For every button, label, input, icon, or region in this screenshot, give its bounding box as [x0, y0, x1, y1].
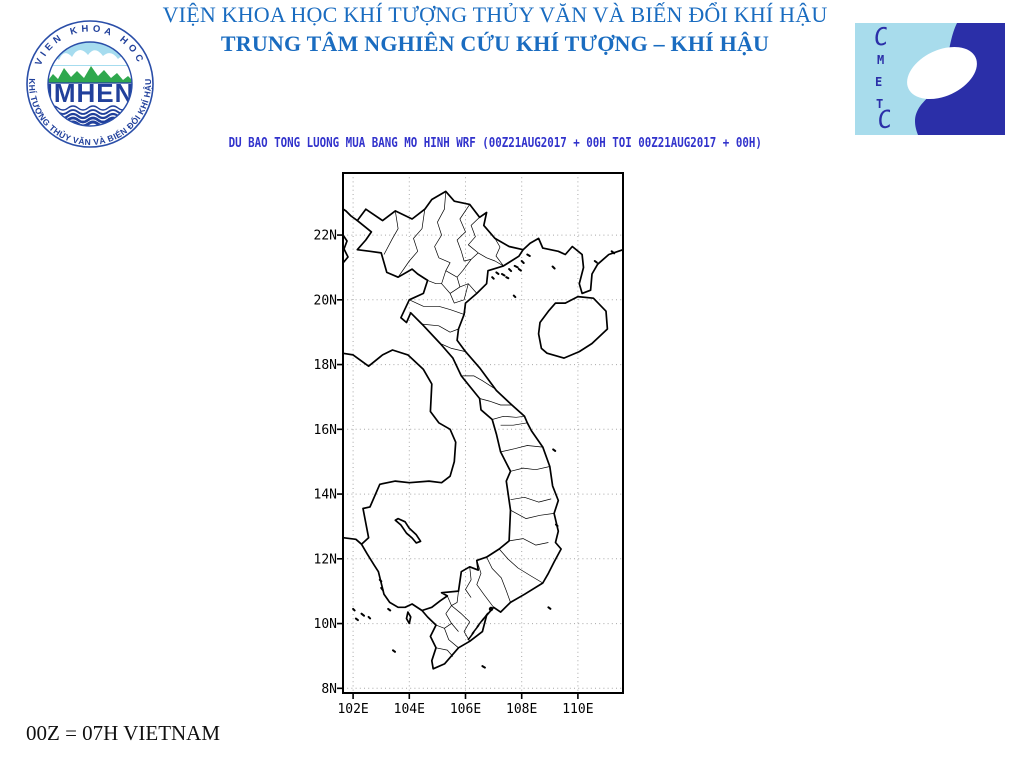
y-tick-label: 22N: [314, 229, 337, 244]
metc-swirl: [907, 46, 977, 100]
phu-quoc-island: [405, 611, 412, 625]
x-tick-label: 108E: [506, 702, 537, 717]
metc-letter-c-top: C: [872, 23, 891, 52]
province-borders-north: [383, 191, 504, 352]
y-axis-labels: 22N 20N 18N 16N 14N 12N 10N 8N: [314, 229, 337, 697]
china-coastline: [522, 237, 623, 295]
imhen-acronym: IMHEN: [46, 78, 135, 108]
metc-letter-e: E: [875, 75, 882, 89]
y-tick-label: 16N: [314, 423, 337, 438]
metc-letter-t: T: [876, 97, 883, 111]
province-borders-south: [435, 548, 543, 657]
thailand-cambodia-coast: [343, 536, 423, 612]
vietnam-map-plot: 22N 20N 18N 16N 14N 12N 10N 8N 102E 104E…: [314, 172, 624, 717]
mekong-estuaries: [467, 612, 489, 641]
x-tick-label: 106E: [450, 702, 481, 717]
y-tick-label: 12N: [314, 552, 337, 567]
y-tick-label: 8N: [321, 682, 337, 697]
country-borders: [343, 190, 623, 670]
y-tick-label: 20N: [314, 293, 337, 308]
small-islands: [352, 250, 616, 669]
timezone-note: 00Z = 07H VIETNAM: [26, 721, 221, 745]
imhen-inner-ring: [47, 41, 133, 127]
cloud-shape: [48, 50, 132, 65]
imhen-logo: IMHEN VIEN KHOA HOC KHÍ TƯỢNG THỦY VĂN V…: [26, 20, 154, 148]
mountains-shape: [48, 66, 132, 83]
tonle-sap-lake: [394, 517, 422, 544]
metc-letter-c-bottom: C: [875, 105, 895, 135]
x-axis-labels: 102E 104E 106E 108E 110E: [337, 702, 593, 717]
grid-lines: [343, 173, 623, 693]
x-tick-label: 104E: [394, 702, 425, 717]
figure-title-text: DU BAO TONG LUONG MUA BANG MO HINH WRF (…: [228, 135, 762, 151]
y-tick-label: 18N: [314, 358, 337, 373]
y-tick-label: 14N: [314, 488, 337, 503]
china-laos-border: [343, 208, 358, 222]
x-tick-label: 110E: [562, 702, 593, 717]
imhen-outer-ring: [26, 20, 154, 148]
laos-thailand-border: [343, 349, 457, 545]
saigon-bay-mark: [488, 606, 494, 612]
vietnam-outline: [356, 190, 562, 670]
y-axis-ticks: [337, 234, 343, 690]
x-tick-label: 102E: [337, 702, 368, 717]
metc-letter-m: M: [877, 53, 884, 67]
province-borders: [383, 191, 555, 657]
y-tick-label: 10N: [314, 617, 337, 632]
x-axis-ticks: [352, 693, 579, 699]
metc-logo: C M E T C: [855, 23, 1005, 135]
hainan-island: [537, 295, 609, 359]
org-name-line2: TRUNG TÂM NGHIÊN CỨU KHÍ TƯỢNG – KHÍ HẬU: [220, 31, 770, 56]
plot-frame: [342, 172, 624, 694]
province-borders-central: [461, 375, 555, 546]
figure-title: DU BAO TONG LUONG MUA BANG MO HINH WRF (…: [0, 134, 990, 152]
org-name-line1: VIỆN KHOA HỌC KHÍ TƯỢNG THỦY VĂN VÀ BIẾN…: [162, 2, 828, 27]
metc-letters: C M E T C: [872, 23, 895, 135]
org-header: VIỆN KHOA HỌC KHÍ TƯỢNG THỦY VĂN VÀ BIẾN…: [0, 0, 990, 58]
